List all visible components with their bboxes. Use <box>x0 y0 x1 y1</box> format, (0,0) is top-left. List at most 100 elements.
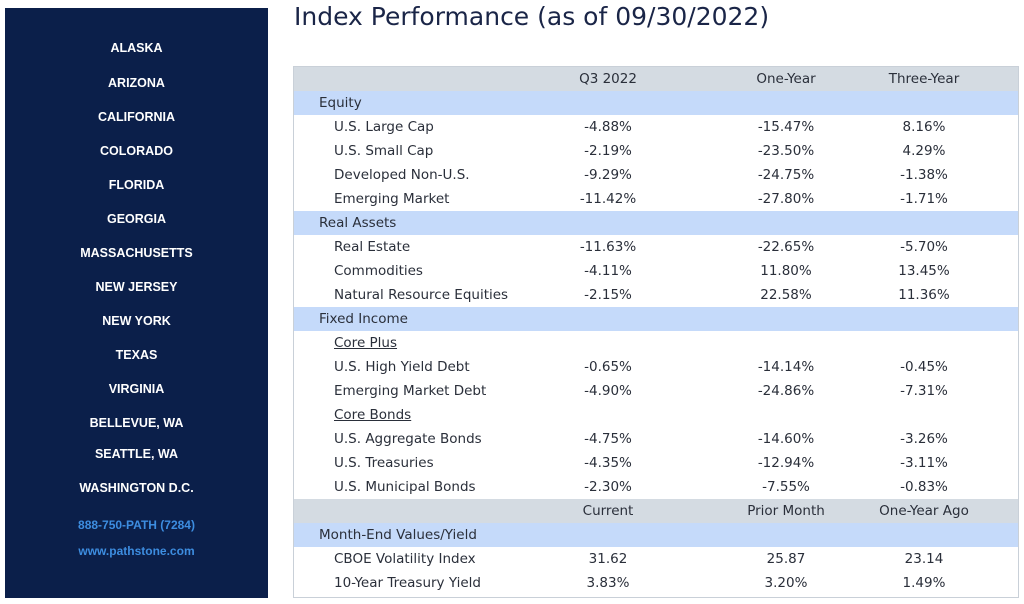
table-row: Commodities -4.11% 11.80% 13.45% <box>294 259 1018 283</box>
value-cell: 11.80% <box>760 263 812 279</box>
value-cell: 3.20% <box>764 575 808 591</box>
value-cell: -2.30% <box>584 479 632 495</box>
value-cell: -3.11% <box>900 455 948 471</box>
website-link[interactable]: www.pathstone.com <box>78 544 195 558</box>
row-label: 10-Year Treasury Yield <box>334 575 481 591</box>
index-performance-table: Q3 2022 One-Year Three-Year Equity U.S. Larg… <box>293 66 1019 598</box>
section-label: Month-End Values/Yield <box>319 527 477 543</box>
sidebar-item-new-jersey[interactable]: NEW JERSEY <box>95 280 178 294</box>
column-header: Q3 2022 <box>579 71 637 87</box>
row-label: Natural Resource Equities <box>334 287 509 303</box>
value-cell: -0.45% <box>900 359 948 375</box>
table-row: U.S. Small Cap -2.19% -23.50% 4.29% <box>294 139 1018 163</box>
value-cell: -11.42% <box>579 191 637 207</box>
section-header-row: Month-End Values/Yield <box>294 523 1018 547</box>
value-cell: -24.75% <box>757 167 815 183</box>
sidebar-item-georgia[interactable]: GEORGIA <box>106 212 167 226</box>
sidebar-item-new-york[interactable]: NEW YORK <box>102 314 171 328</box>
value-cell: 23.14 <box>904 551 944 567</box>
sidebar-item-florida[interactable]: FLORIDA <box>108 178 165 192</box>
value-cell: -4.75% <box>584 431 632 447</box>
value-cell: 4.29% <box>902 143 946 159</box>
sidebar-item-washington-d-c[interactable]: WASHINGTON D.C. <box>79 481 194 495</box>
column-header: Current <box>582 503 634 519</box>
row-label: Emerging Market <box>334 191 450 207</box>
section-label: Fixed Income <box>319 311 408 327</box>
value-cell: -4.90% <box>584 383 632 399</box>
value-cell: 11.36% <box>898 287 950 303</box>
table-row: U.S. Treasuries -4.35% -12.94% -3.11% <box>294 451 1018 475</box>
value-cell: -4.35% <box>584 455 632 471</box>
table-row: U.S. Large Cap -4.88% -15.47% 8.16% <box>294 115 1018 139</box>
sidebar-item-texas[interactable]: TEXAS <box>115 348 158 362</box>
table-row: Developed Non-U.S. -9.29% -24.75% -1.38% <box>294 163 1018 187</box>
value-cell: -22.65% <box>757 239 815 255</box>
row-label: Commodities <box>334 263 423 279</box>
value-cell: -15.47% <box>757 119 815 135</box>
value-cell: -1.38% <box>900 167 948 183</box>
value-cell: -1.71% <box>900 191 948 207</box>
sidebar-item-virginia[interactable]: VIRGINIA <box>108 382 165 396</box>
row-label: U.S. Small Cap <box>334 143 434 159</box>
sidebar-item-alaska[interactable]: ALASKA <box>110 41 163 55</box>
table-header-row-2: Current Prior Month One-Year Ago <box>294 499 1018 523</box>
value-cell: -24.86% <box>757 383 815 399</box>
table-row: Emerging Market Debt -4.90% -24.86% -7.31% <box>294 379 1018 403</box>
sidebar-item-colorado[interactable]: COLORADO <box>100 144 173 158</box>
value-cell: -14.14% <box>757 359 815 375</box>
value-cell: 13.45% <box>898 263 950 279</box>
table-row: U.S. Municipal Bonds -2.30% -7.55% -0.83% <box>294 475 1018 499</box>
value-cell: 25.87 <box>766 551 806 567</box>
row-label: Real Estate <box>334 239 411 255</box>
sidebar-item-bellevue-wa[interactable]: BELLEVUE, WA <box>89 416 184 430</box>
section-header-row: Real Assets <box>294 211 1018 235</box>
row-label: U.S. Treasuries <box>334 455 434 471</box>
column-header: One-Year Ago <box>879 503 969 519</box>
value-cell: -14.60% <box>757 431 815 447</box>
row-label: U.S. High Yield Debt <box>334 359 470 375</box>
table-row: CBOE Volatility Index 31.62 25.87 23.14 <box>294 547 1018 571</box>
table-row: U.S. Aggregate Bonds -4.75% -14.60% -3.26% <box>294 427 1018 451</box>
value-cell: 8.16% <box>902 119 946 135</box>
value-cell: -2.15% <box>584 287 632 303</box>
row-label: U.S. Municipal Bonds <box>334 479 476 495</box>
column-header: One-Year <box>756 71 816 87</box>
value-cell: -12.94% <box>757 455 815 471</box>
value-cell: 1.49% <box>902 575 946 591</box>
value-cell: 3.83% <box>586 575 630 591</box>
row-label: CBOE Volatility Index <box>334 551 476 567</box>
sidebar-item-seattle-wa[interactable]: SEATTLE, WA <box>94 447 179 461</box>
subsection-row: Core Bonds <box>294 403 1018 427</box>
section-label: Core Bonds <box>334 407 412 423</box>
column-header: Three-Year <box>888 71 960 87</box>
section-header-row: Fixed Income <box>294 307 1018 331</box>
table-row: Real Estate -11.63% -22.65% -5.70% <box>294 235 1018 259</box>
subsection-row: Core Plus <box>294 331 1018 355</box>
phone-number[interactable]: 888-750-PATH (7284) <box>78 518 195 532</box>
column-header: Prior Month <box>747 503 825 519</box>
table-row: Natural Resource Equities -2.15% 22.58% 11.… <box>294 283 1018 307</box>
value-cell: -9.29% <box>584 167 632 183</box>
table-header-row: Q3 2022 One-Year Three-Year <box>294 67 1018 91</box>
sidebar-item-california[interactable]: CALIFORNIA <box>97 110 176 124</box>
table-row: Emerging Market -11.42% -27.80% -1.71% <box>294 187 1018 211</box>
row-label: Developed Non-U.S. <box>334 167 470 183</box>
value-cell: -0.65% <box>584 359 632 375</box>
value-cell: -7.55% <box>762 479 810 495</box>
value-cell: -4.88% <box>584 119 632 135</box>
value-cell: -23.50% <box>757 143 815 159</box>
section-header-row: Equity <box>294 91 1018 115</box>
row-label: U.S. Aggregate Bonds <box>334 431 482 447</box>
value-cell: 22.58% <box>760 287 812 303</box>
section-label: Equity <box>319 95 362 111</box>
value-cell: -7.31% <box>900 383 948 399</box>
value-cell: -11.63% <box>579 239 637 255</box>
value-cell: -4.11% <box>584 263 632 279</box>
sidebar-item-massachusetts[interactable]: MASSACHUSETTS <box>80 246 193 260</box>
section-label: Core Plus <box>334 335 398 351</box>
sidebar-nav: ALASKA ARIZONA CALIFORNIA COLORADO FLORIDA GE… <box>5 8 268 598</box>
table-row: U.S. High Yield Debt -0.65% -14.14% -0.45% <box>294 355 1018 379</box>
value-cell: -27.80% <box>757 191 815 207</box>
sidebar-item-arizona[interactable]: ARIZONA <box>108 76 165 90</box>
value-cell: 31.62 <box>588 551 628 567</box>
